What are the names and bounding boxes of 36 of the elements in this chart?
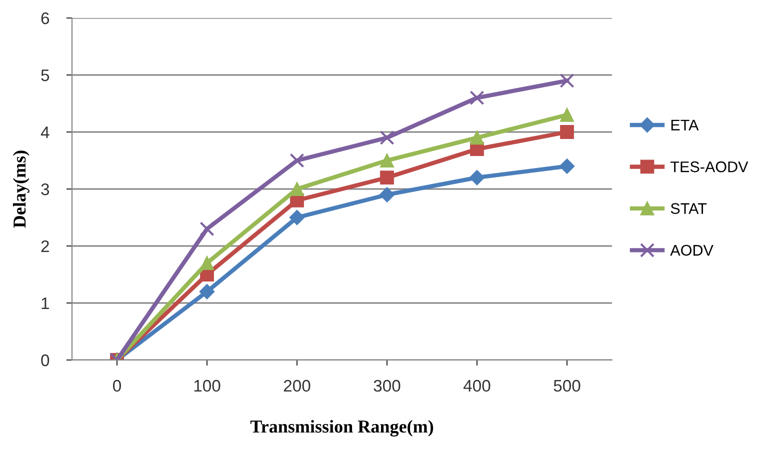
point <box>380 154 394 168</box>
point <box>380 130 394 145</box>
x-tick-label: 200 <box>284 380 310 392</box>
legend-label: ETA <box>671 120 699 130</box>
x-tick-label: 0 <box>113 380 121 392</box>
legend-label: STAT <box>670 203 707 214</box>
point <box>469 170 485 186</box>
point <box>379 187 395 202</box>
point <box>200 222 214 236</box>
y-tick-label: 1 <box>42 298 49 310</box>
y-tick-label: 6 <box>41 12 50 24</box>
x-tick-label: 500 <box>554 380 580 392</box>
y-tick-label: 3 <box>41 183 50 196</box>
point <box>289 210 305 226</box>
y-tick-label: 5 <box>41 70 50 82</box>
point <box>560 73 574 88</box>
point <box>560 125 574 139</box>
point <box>290 153 304 168</box>
x-tick-label: 100 <box>194 380 220 392</box>
y-axis-title: Delay(ms) <box>12 150 30 228</box>
point <box>200 256 214 270</box>
point <box>380 170 394 185</box>
point <box>199 284 215 300</box>
y-tick-label: 0 <box>41 354 50 366</box>
legend-label: AODV <box>670 244 714 256</box>
x-tick-label: 400 <box>463 380 490 392</box>
point <box>560 108 574 122</box>
x-axis-title: Transmission Range(m) <box>250 420 434 436</box>
point <box>290 182 304 196</box>
point <box>559 158 575 174</box>
point <box>470 90 484 106</box>
point <box>470 130 484 145</box>
x-tick-label: 300 <box>374 380 400 392</box>
y-tick-label: 4 <box>40 126 50 138</box>
legend-label: TES-AODV <box>670 161 748 172</box>
y-tick-label: 2 <box>41 240 49 252</box>
